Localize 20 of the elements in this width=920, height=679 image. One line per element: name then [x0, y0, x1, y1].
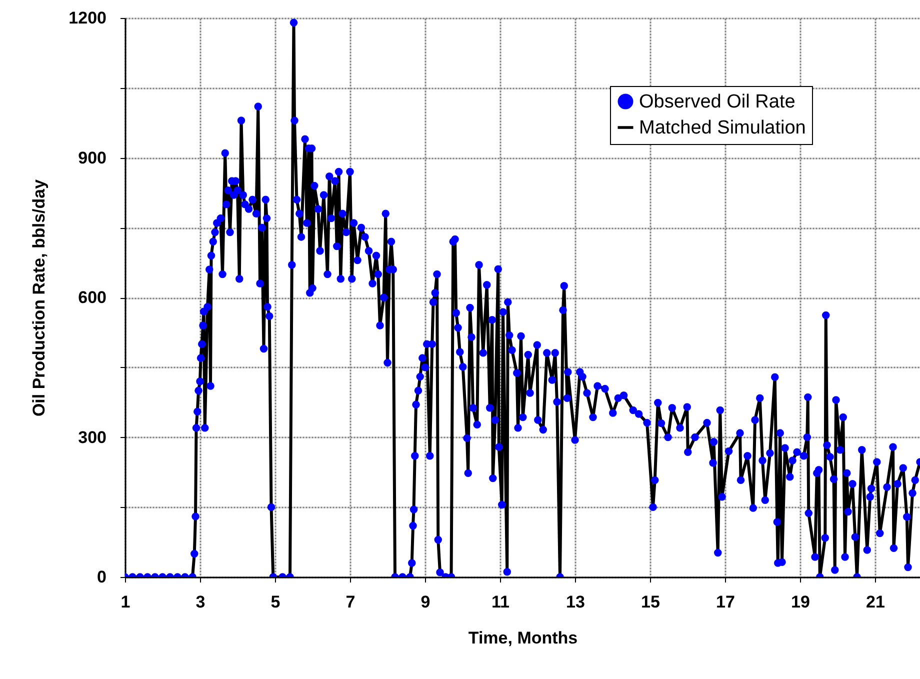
legend-label: Matched Simulation	[639, 118, 806, 138]
x-tick-label: 11	[492, 592, 510, 612]
x-tick-label: 15	[641, 592, 660, 612]
x-tick-label: 1	[120, 592, 130, 612]
y-axis-title: Oil Production Rate, bbls/day	[30, 178, 49, 417]
legend-label: Observed Oil Rate	[639, 92, 796, 112]
x-tick-label: 19	[791, 592, 810, 612]
x-axis-title: Time, Months	[468, 628, 578, 648]
x-tick-label: 7	[346, 592, 356, 612]
y-tick-label: 1200	[68, 8, 106, 28]
x-tick-label: 21	[866, 592, 885, 612]
x-tick-label: 17	[716, 592, 735, 612]
y-tick-label: 300	[78, 428, 106, 447]
y-tick-label: 0	[97, 568, 106, 586]
x-tick-label: 9	[420, 592, 430, 612]
y-tick-label: 600	[78, 288, 106, 307]
y-tick-label: 900	[78, 148, 106, 168]
x-tick-label: 3	[196, 592, 206, 612]
x-tick-label: 5	[270, 592, 280, 612]
x-tick-label: 13	[566, 592, 585, 612]
